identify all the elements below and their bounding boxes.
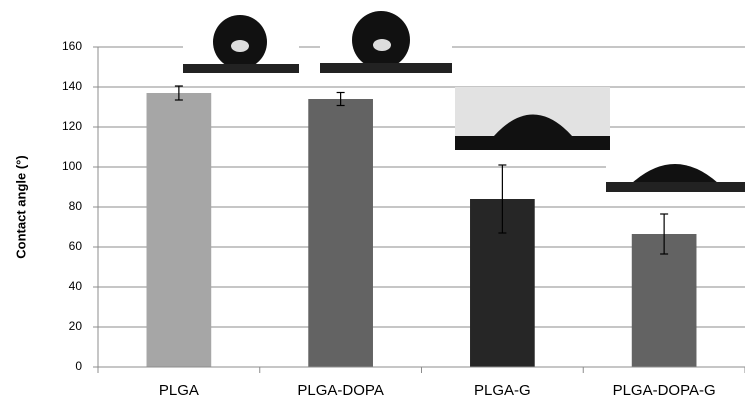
x-tick-label: PLGA-DOPA-G: [613, 382, 716, 399]
bar: [146, 93, 212, 367]
droplet: [632, 164, 718, 183]
y-tick-label: 140: [62, 79, 82, 93]
droplet-highlight: [373, 39, 391, 51]
y-tick-label: 100: [62, 159, 82, 173]
error-bar: [174, 85, 183, 101]
y-tick-label: 0: [75, 359, 82, 373]
y-tick-label: 80: [69, 199, 83, 213]
error-bar: [498, 164, 507, 234]
y-axis-label: Contact angle (°): [13, 155, 28, 258]
substrate: [606, 182, 745, 192]
droplet-images: [183, 10, 745, 193]
bar: [308, 99, 373, 367]
substrate: [455, 136, 610, 150]
x-tick-label: PLGA: [159, 382, 199, 399]
y-tick-label: 60: [69, 239, 83, 253]
y-tick-label: 120: [62, 119, 82, 133]
y-tick-label: 40: [69, 279, 83, 293]
error-bar: [336, 91, 345, 107]
droplet: [493, 114, 573, 137]
substrate: [183, 64, 299, 73]
droplet-highlight: [231, 40, 249, 52]
x-tick-label: PLGA-DOPA: [297, 382, 383, 399]
y-tick-label: 20: [69, 319, 83, 333]
x-tick-label: PLGA-G: [474, 382, 531, 399]
substrate: [320, 63, 452, 73]
y-tick-label: 160: [62, 39, 82, 53]
error-bar: [660, 213, 669, 255]
bar: [631, 234, 697, 367]
